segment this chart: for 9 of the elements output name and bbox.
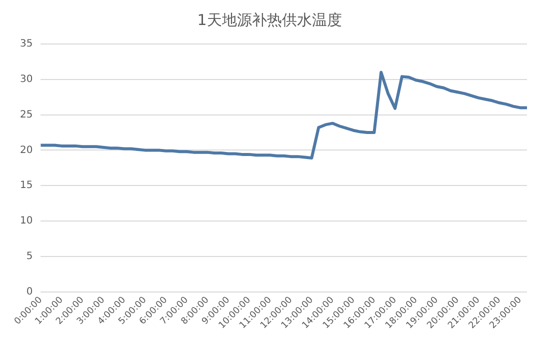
y-tick-label: 30 [20, 74, 33, 85]
chart-title: 1天地源补热供水温度 [197, 10, 342, 29]
y-tick-label: 10 [20, 216, 33, 227]
y-tick-label: 0 [26, 286, 33, 298]
y-tick-label: 20 [20, 144, 33, 156]
y-tick-label: 35 [20, 38, 33, 50]
y-tick-label: 25 [20, 109, 33, 120]
y-tick-label: 5 [26, 250, 33, 262]
y-tick-label: 15 [20, 180, 33, 192]
